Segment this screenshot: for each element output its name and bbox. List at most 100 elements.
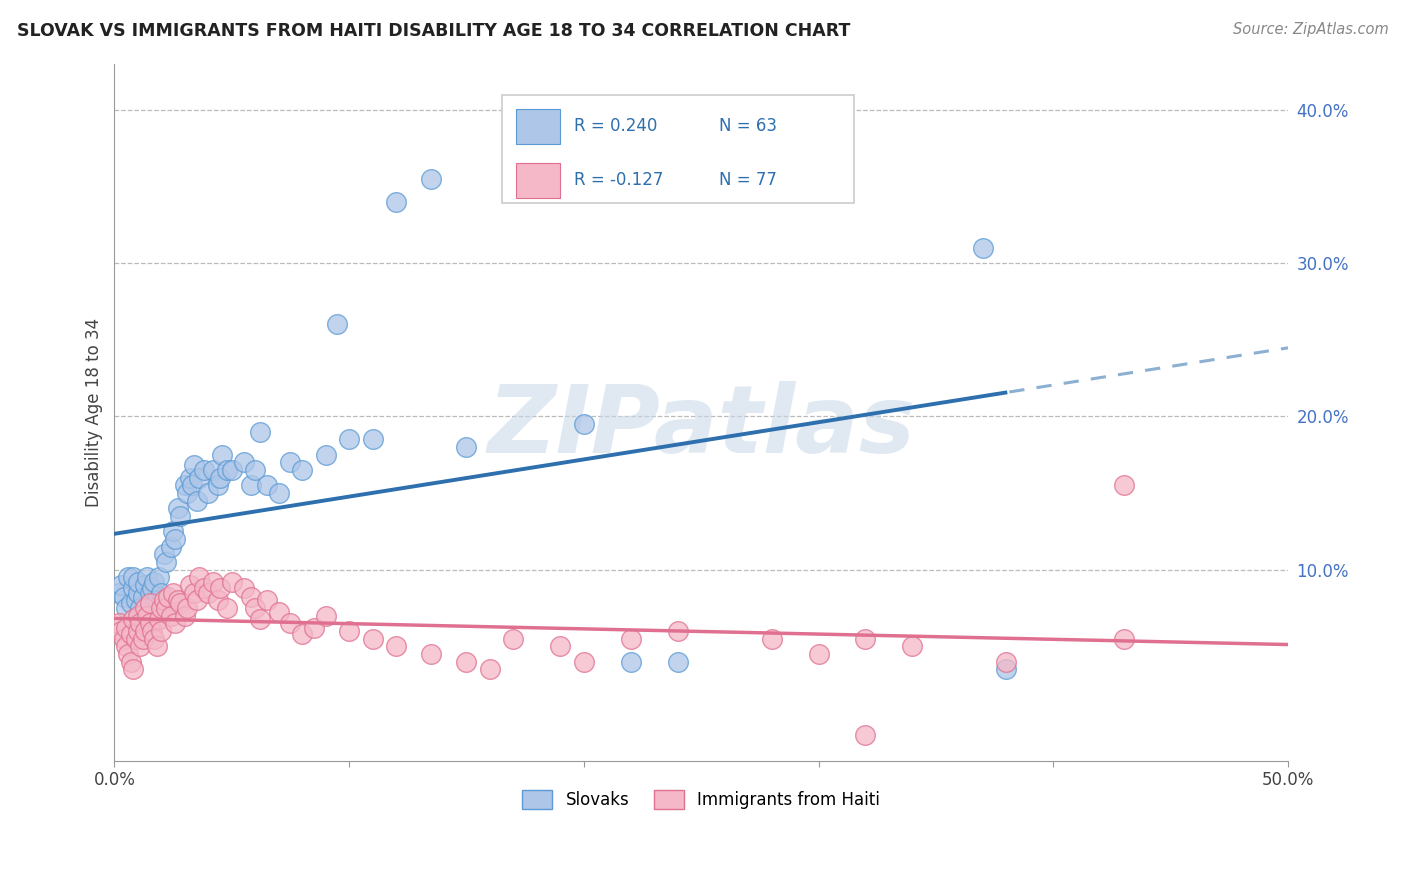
Point	[129, 600, 152, 615]
Point	[239, 590, 262, 604]
Point	[157, 590, 180, 604]
Point	[162, 585, 184, 599]
Point	[207, 593, 229, 607]
Point	[291, 463, 314, 477]
Point	[108, 616, 131, 631]
Point	[145, 639, 167, 653]
Point	[112, 590, 135, 604]
Point	[217, 600, 239, 615]
Point	[208, 581, 231, 595]
Point	[124, 593, 146, 607]
Text: SLOVAK VS IMMIGRANTS FROM HAITI DISABILITY AGE 18 TO 34 CORRELATION CHART: SLOVAK VS IMMIGRANTS FROM HAITI DISABILI…	[17, 22, 851, 40]
Point	[152, 593, 174, 607]
Point	[187, 471, 209, 485]
Y-axis label: Disability Age 18 to 34: Disability Age 18 to 34	[86, 318, 103, 508]
Point	[239, 478, 262, 492]
Point	[143, 574, 166, 589]
Point	[183, 585, 205, 599]
Point	[145, 593, 167, 607]
Point	[901, 639, 924, 653]
Point	[127, 608, 149, 623]
Point	[127, 624, 149, 638]
Point	[138, 616, 160, 631]
Point	[138, 596, 160, 610]
Point	[995, 655, 1018, 669]
Point	[122, 570, 145, 584]
Point	[245, 600, 267, 615]
Point	[112, 632, 135, 646]
Point	[138, 585, 160, 599]
Point	[478, 662, 501, 676]
Point	[211, 448, 233, 462]
Point	[995, 662, 1018, 676]
Point	[232, 455, 254, 469]
Point	[456, 655, 478, 669]
Point	[855, 728, 877, 742]
Point	[315, 608, 337, 623]
Point	[385, 194, 408, 209]
Point	[249, 425, 271, 439]
Text: N = 63: N = 63	[718, 118, 776, 136]
Point	[186, 493, 208, 508]
Point	[186, 593, 208, 607]
Point	[972, 241, 994, 255]
Point	[361, 433, 384, 447]
Point	[166, 501, 188, 516]
Point	[122, 662, 145, 676]
Point	[256, 593, 278, 607]
Point	[127, 574, 149, 589]
Text: ZIPatlas: ZIPatlas	[486, 381, 915, 473]
Point	[159, 608, 181, 623]
Point	[1112, 478, 1135, 492]
Text: N = 77: N = 77	[718, 171, 776, 189]
Point	[155, 600, 177, 615]
Point	[207, 478, 229, 492]
Point	[302, 621, 325, 635]
Point	[159, 540, 181, 554]
Point	[193, 581, 215, 595]
Point	[162, 524, 184, 539]
Point	[1112, 632, 1135, 646]
Point	[256, 478, 278, 492]
Point	[155, 555, 177, 569]
Point	[855, 632, 877, 646]
Point	[110, 624, 132, 638]
Point	[134, 578, 156, 592]
Point	[267, 486, 290, 500]
Point	[326, 318, 349, 332]
Point	[221, 574, 243, 589]
Point	[179, 471, 201, 485]
Legend: Slovaks, Immigrants from Haiti: Slovaks, Immigrants from Haiti	[516, 783, 887, 815]
Point	[221, 463, 243, 477]
Point	[183, 458, 205, 473]
Point	[193, 463, 215, 477]
Point	[187, 570, 209, 584]
Point	[666, 624, 689, 638]
Point	[120, 596, 142, 610]
Point	[761, 632, 783, 646]
Point	[179, 578, 201, 592]
Point	[267, 606, 290, 620]
Point	[456, 440, 478, 454]
Point	[110, 578, 132, 592]
Point	[176, 600, 198, 615]
Point	[173, 478, 195, 492]
Point	[180, 478, 202, 492]
Point	[169, 596, 191, 610]
Point	[169, 508, 191, 523]
FancyBboxPatch shape	[502, 95, 853, 203]
Point	[143, 632, 166, 646]
Point	[117, 647, 139, 661]
Point	[315, 448, 337, 462]
Point	[280, 616, 302, 631]
Point	[291, 627, 314, 641]
Point	[280, 455, 302, 469]
Point	[197, 585, 219, 599]
Point	[115, 639, 138, 653]
Point	[150, 624, 173, 638]
Point	[129, 616, 152, 631]
Point	[337, 624, 360, 638]
Point	[127, 585, 149, 599]
Point	[150, 600, 173, 615]
Point	[115, 600, 138, 615]
